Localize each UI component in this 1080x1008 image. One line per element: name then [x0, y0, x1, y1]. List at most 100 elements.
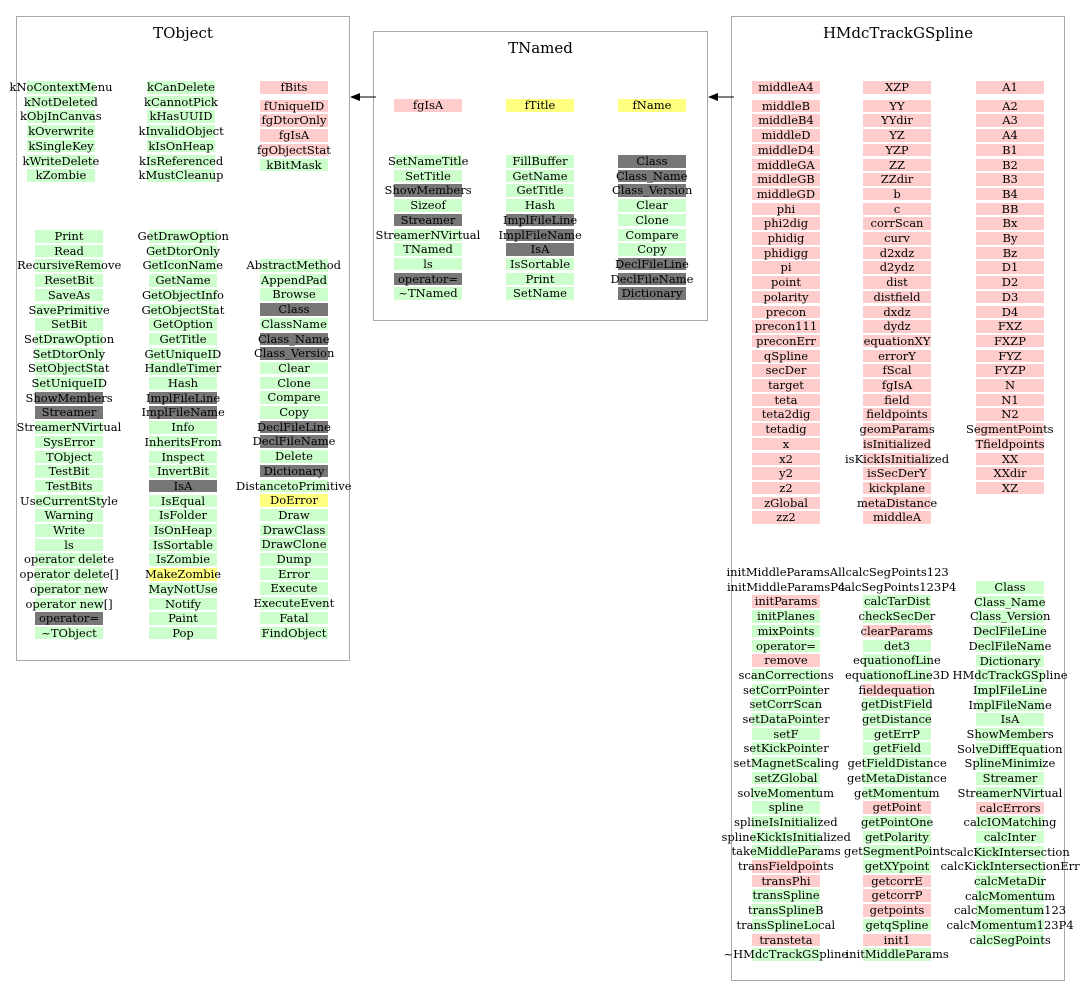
member-tobject-class-name: Class_Name	[258, 331, 330, 346]
member-hmdc-getcorre: getcorrE	[863, 875, 931, 888]
member-hmdc-middlegd: middleGD	[752, 188, 820, 201]
member-hmdc-scancorrections: scanCorrections	[738, 667, 834, 682]
member-tobject-koverwrite: kOverwrite	[27, 124, 95, 139]
member-tobject-inspect: Inspect	[149, 450, 217, 463]
member-hmdc-getdistance: getDistance	[862, 712, 932, 726]
member-tobject-operator-delete: operator delete	[24, 552, 115, 567]
member-hmdc-takemiddleparams: takeMiddleParams	[731, 844, 841, 859]
member-tobject-saveas: SaveAs	[35, 289, 103, 302]
member-hmdc-init1: init1	[863, 933, 931, 946]
member-tobject-warning: Warning	[35, 509, 103, 522]
member-tobject-fgdtoronly: fgDtorOnly	[260, 113, 328, 128]
member-hmdc-getpoints: getpoints	[863, 904, 931, 917]
member-hmdc-bz: Bz	[976, 247, 1044, 260]
member-hmdc-phi: phi	[752, 203, 820, 216]
member-hmdc-teta2dig: teta2dig	[752, 408, 820, 421]
member-hmdc-metadistance: metaDistance	[857, 495, 938, 510]
member-tobject-kobjincanvas: kObjInCanvas	[20, 109, 102, 124]
class-title-tnamed: TNamed	[508, 39, 573, 57]
member-tnamed--tnamed: ~TNamed	[394, 287, 462, 300]
member-hmdc-middlega: middleGA	[752, 158, 820, 171]
member-hmdc-b4: B4	[976, 188, 1044, 201]
member-tobject-clone: Clone	[260, 377, 328, 390]
member-hmdc-xzp: XZP	[863, 81, 931, 94]
member-hmdc-distfield: distfield	[863, 291, 931, 304]
member-tobject-getobjectinfo: GetObjectInfo	[142, 287, 224, 302]
member-tobject-funiqueid: fUniqueID	[260, 100, 328, 113]
member-tobject-dictionary: Dictionary	[260, 465, 328, 478]
member-hmdc-initmiddleparams: initMiddleParams	[845, 947, 949, 962]
member-tobject-testbits: TestBits	[35, 480, 103, 493]
member-hmdc-middleb4: middleB4	[752, 114, 820, 127]
member-hmdc-fgisa: fgIsA	[863, 379, 931, 392]
member-hmdc-declfilename: DeclFileName	[968, 638, 1052, 653]
member-tobject-notify: Notify	[149, 597, 217, 610]
member-tobject-geticonname: GetIconName	[142, 258, 224, 273]
member-hmdc-phidigg: phidigg	[752, 247, 820, 260]
member-hmdc-transspline: transSpline	[752, 888, 820, 903]
member-tobject-operator-delete-: operator delete[]	[19, 567, 119, 582]
member-hmdc-d4: D4	[976, 305, 1044, 318]
member-tobject-knotdeleted: kNotDeleted	[24, 94, 98, 109]
member-tobject-kmustcleanup: kMustCleanup	[138, 168, 224, 183]
member-hmdc-pi: pi	[752, 261, 820, 274]
inheritance-arrow-hmdc-to-tnamed	[708, 93, 734, 101]
member-tobject-isa: IsA	[149, 480, 217, 493]
member-hmdc-operator-: operator=	[752, 639, 820, 652]
member-hmdc-equationofline: equationofLine	[853, 653, 941, 668]
member-tobject-kisonheap: kIsOnHeap	[147, 138, 215, 153]
member-hmdc-implfileline: ImplFileLine	[973, 682, 1048, 697]
member-hmdc-point: point	[752, 276, 820, 289]
member-tobject-isonheap: IsOnHeap	[149, 524, 217, 537]
member-tobject-print: Print	[35, 230, 103, 243]
member-hmdc-fyzp: FYZP	[976, 364, 1044, 377]
member-tobject-iszombie: IsZombie	[149, 553, 217, 566]
member-hmdc-remove: remove	[752, 654, 820, 667]
member-tobject-dump: Dump	[260, 553, 328, 566]
member-hmdc-spline: spline	[752, 801, 820, 814]
member-hmdc-segmentpoints: SegmentPoints	[966, 422, 1054, 437]
member-hmdc-yy: YY	[863, 100, 931, 113]
member-hmdc-middled: middleD	[752, 129, 820, 142]
member-tobject-classname: ClassName	[260, 316, 328, 331]
member-tnamed-operator-: operator=	[394, 273, 462, 286]
member-tobject-kinvalidobject: kInvalidObject	[138, 124, 224, 139]
member-hmdc-a3: A3	[976, 114, 1044, 127]
member-tobject-fatal: Fatal	[260, 612, 328, 625]
member-hmdc-dist: dist	[863, 276, 931, 289]
member-hmdc-isa: IsA	[976, 713, 1044, 726]
member-tobject-class-version: Class_Version	[254, 346, 335, 361]
member-hmdc-dxdz: dxdz	[863, 305, 931, 318]
member-hmdc-yz: YZ	[863, 129, 931, 142]
inheritance-arrow-tnamed-to-tobject	[350, 93, 376, 101]
member-hmdc-polarity: polarity	[752, 291, 820, 304]
member-tnamed-copy: Copy	[618, 243, 686, 256]
member-hmdc-class-version: Class_Version	[970, 609, 1051, 624]
member-hmdc-getmomentum: getMomentum	[854, 785, 940, 800]
member-tobject-getoption: GetOption	[149, 318, 217, 331]
member-tobject-isequal: IsEqual	[149, 495, 217, 508]
member-hmdc-b1: B1	[976, 144, 1044, 157]
member-hmdc-phi2dig: phi2dig	[752, 217, 820, 230]
member-hmdc-setcorrpointer: setCorrPointer	[743, 682, 830, 697]
member-hmdc-transfieldpoints: transFieldpoints	[738, 859, 834, 873]
member-hmdc-zzdir: ZZdir	[863, 173, 931, 186]
member-tobject-isfolder: IsFolder	[149, 509, 217, 522]
member-hmdc-transsplineb: transSplineB	[748, 903, 824, 918]
member-tobject-setuniqueid: SetUniqueID	[31, 376, 107, 390]
member-hmdc-getdistfield: getDistField	[861, 697, 933, 712]
member-hmdc-solvediffequation: SolveDiffEquation	[957, 741, 1063, 756]
member-tnamed-clear: Clear	[618, 199, 686, 212]
member-hmdc-getsegmentpoints: getSegmentPoints	[844, 844, 951, 859]
member-hmdc-calcinter: calcInter	[976, 831, 1044, 844]
member-tobject-implfileline: ImplFileLine	[146, 390, 221, 405]
member-hmdc-det3: det3	[863, 639, 931, 652]
member-hmdc-d3: D3	[976, 291, 1044, 304]
member-hmdc-x: x	[752, 438, 820, 451]
member-tobject-draw: Draw	[260, 509, 328, 522]
member-hmdc-class-name: Class_Name	[974, 594, 1046, 609]
member-tobject-error: Error	[260, 568, 328, 581]
member-hmdc-tfieldpoints: Tfieldpoints	[975, 436, 1045, 451]
member-hmdc-bx: Bx	[976, 217, 1044, 230]
member-tobject-operator-new: operator new	[30, 581, 109, 596]
